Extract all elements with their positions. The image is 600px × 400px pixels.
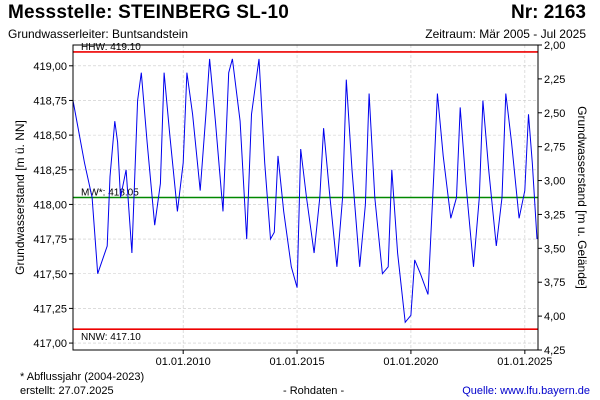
y-tick-label: 418,25: [33, 165, 67, 177]
y2-tick-label: 3,75: [544, 277, 565, 289]
y2-tick-label: 2,25: [544, 74, 565, 86]
x-tick-label: 01.01.2025: [497, 356, 552, 368]
y-tick-label: 418,50: [33, 130, 67, 142]
rawdata-note: - Rohdaten -: [283, 385, 345, 397]
plot-frame: [72, 44, 539, 351]
y-tick-label: 417,25: [33, 303, 67, 315]
footnote: * Abflussjahr (2004-2023): [20, 371, 145, 383]
y2-tick-label: 2,75: [544, 142, 565, 154]
y-tick-label: 417,75: [33, 234, 67, 246]
x-tick-label: 01.01.2010: [156, 356, 211, 368]
y2-axis-label: Grundwasserstand [m u. Gelände]: [575, 106, 589, 289]
y-tick-label: 418,00: [33, 199, 67, 211]
period-label: Zeitraum: Mär 2005 - Jul 2025: [425, 27, 586, 41]
page-title: Messstelle: STEINBERG SL-10: [8, 2, 289, 23]
y-tick-label: 417,00: [33, 338, 67, 350]
source-link[interactable]: Quelle: www.lfu.bayern.de: [462, 385, 590, 397]
y-tick-label: 419,00: [33, 61, 67, 73]
reference-label-hhw: HHW: 419.10: [81, 42, 141, 53]
reference-label-mw: MW*: 418.05: [81, 188, 139, 199]
y2-tick-label: 3,25: [544, 209, 565, 221]
reference-label-nnw: NNW: 417.10: [81, 332, 141, 343]
y2-tick-label: 4,00: [544, 311, 565, 323]
x-tick-label: 01.01.2015: [270, 356, 325, 368]
y-tick-label: 418,75: [33, 95, 67, 107]
y2-tick-label: 3,50: [544, 243, 565, 255]
x-tick-label: 01.01.2020: [383, 356, 438, 368]
y-axis-label: Grundwasserstand [m ü. NN]: [13, 120, 27, 275]
aquifer-label: Grundwasserleiter: Buntsandstein: [8, 27, 189, 41]
created-date: erstellt: 27.07.2025: [20, 385, 114, 397]
y2-tick-label: 2,00: [544, 40, 565, 52]
y2-tick-label: 3,00: [544, 176, 565, 188]
y-tick-label: 417,50: [33, 269, 67, 281]
series-line: [72, 58, 538, 324]
y2-tick-label: 2,50: [544, 108, 565, 120]
station-number: Nr: 2163: [511, 2, 586, 23]
y2-tick-label: 4,25: [544, 345, 565, 357]
